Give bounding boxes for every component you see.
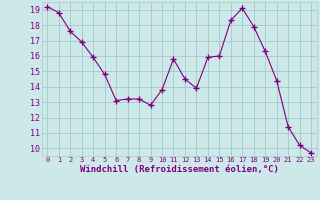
- X-axis label: Windchill (Refroidissement éolien,°C): Windchill (Refroidissement éolien,°C): [80, 165, 279, 174]
